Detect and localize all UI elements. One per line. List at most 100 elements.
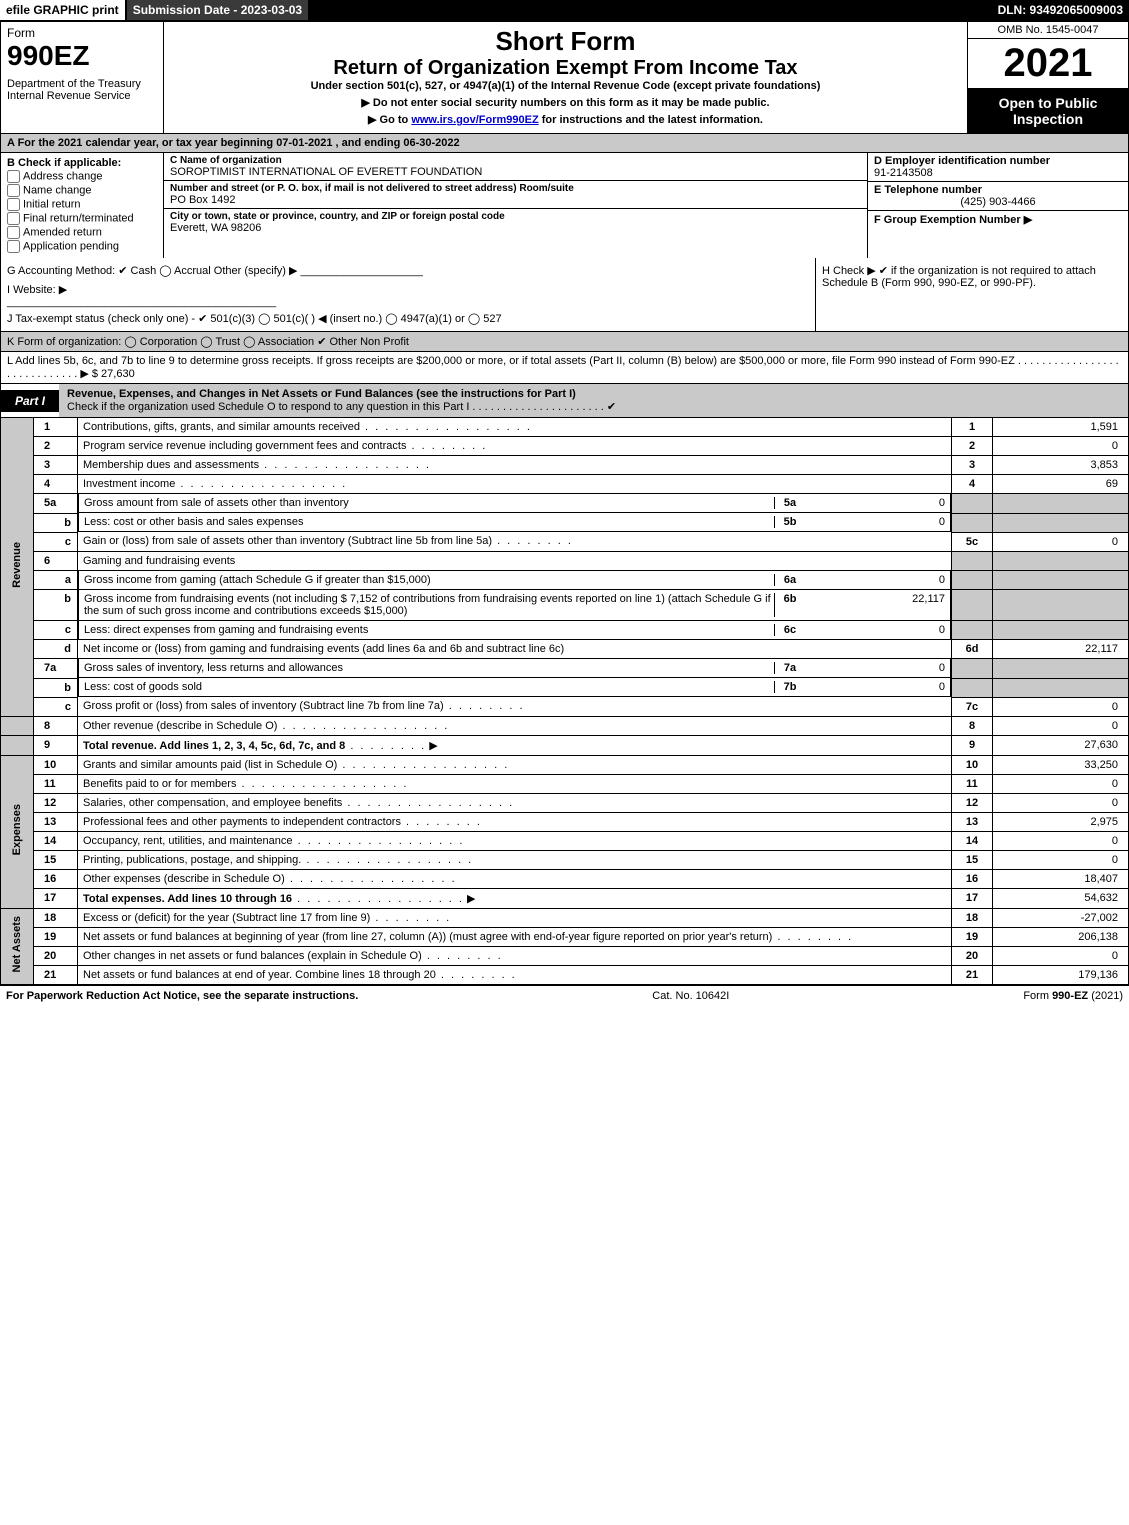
- line-h: H Check ▶ ✔ if the organization is not r…: [815, 258, 1128, 331]
- row-9-amt: 27,630: [993, 735, 1129, 755]
- header-left: Form 990EZ Department of the Treasury In…: [1, 22, 164, 133]
- row-13-desc: Professional fees and other payments to …: [83, 816, 401, 828]
- row-3-desc: Membership dues and assessments: [83, 459, 259, 471]
- line-k: K Form of organization: ◯ Corporation ◯ …: [0, 332, 1129, 352]
- row-5c-amt: 0: [993, 532, 1129, 551]
- page-footer: For Paperwork Reduction Act Notice, see …: [0, 985, 1129, 1006]
- row-7c-desc: Gross profit or (loss) from sales of inv…: [83, 700, 444, 712]
- row-4-desc: Investment income: [83, 478, 175, 490]
- e-phone-value: (425) 903-4466: [874, 196, 1122, 208]
- footer-formref: Form 990-EZ (2021): [1023, 990, 1123, 1002]
- c-org-name: SOROPTIMIST INTERNATIONAL OF EVERETT FOU…: [170, 166, 861, 178]
- row-14-desc: Occupancy, rent, utilities, and maintena…: [83, 835, 293, 847]
- c-org-city: Everett, WA 98206: [170, 222, 861, 234]
- row-7b-desc: Less: cost of goods sold: [84, 681, 774, 693]
- row-15-desc: Printing, publications, postage, and shi…: [83, 854, 301, 866]
- row-20-amt: 0: [993, 946, 1129, 965]
- row-1-desc: Contributions, gifts, grants, and simila…: [83, 421, 360, 433]
- row-7a-desc: Gross sales of inventory, less returns a…: [84, 662, 774, 674]
- row-2-amt: 0: [993, 437, 1129, 456]
- row-15-amt: 0: [993, 850, 1129, 869]
- c-org-addr: PO Box 1492: [170, 194, 861, 206]
- row-5b-mid: 0: [805, 516, 945, 528]
- row-8-amt: 0: [993, 716, 1129, 735]
- col-c-org-info: C Name of organization SOROPTIMIST INTER…: [164, 153, 868, 258]
- line-j: J Tax-exempt status (check only one) - ✔…: [7, 312, 809, 325]
- section-b-thru-f: B Check if applicable: Address change Na…: [0, 153, 1129, 258]
- submission-date: Submission Date - 2023-03-03: [127, 0, 310, 20]
- footer-left: For Paperwork Reduction Act Notice, see …: [6, 990, 358, 1002]
- footer-catno: Cat. No. 10642I: [652, 990, 729, 1002]
- row-2-desc: Program service revenue including govern…: [83, 440, 406, 452]
- part-i-label: Part I: [1, 390, 59, 412]
- header-center: Short Form Return of Organization Exempt…: [164, 22, 968, 133]
- chk-name-change[interactable]: Name change: [7, 184, 157, 197]
- goto-link: ▶ Go to www.irs.gov/Form990EZ for instru…: [170, 113, 961, 126]
- row-16-desc: Other expenses (describe in Schedule O): [83, 873, 285, 885]
- col-d-e-f: D Employer identification number 91-2143…: [868, 153, 1128, 258]
- row-12-amt: 0: [993, 793, 1129, 812]
- row-21-amt: 179,136: [993, 965, 1129, 984]
- form-label: Form: [7, 26, 157, 40]
- form-number: 990EZ: [7, 40, 157, 72]
- line-l: L Add lines 5b, 6c, and 7b to line 9 to …: [0, 352, 1129, 384]
- line-g: G Accounting Method: ✔ Cash ◯ Accrual Ot…: [1, 258, 815, 331]
- f-group-label: F Group Exemption Number ▶: [874, 213, 1122, 226]
- chk-address-change[interactable]: Address change: [7, 170, 157, 183]
- topbar-spacer: [310, 0, 991, 20]
- row-6b-mid: 22,117: [805, 593, 945, 617]
- form-990ez-page: efile GRAPHIC print Submission Date - 20…: [0, 0, 1129, 1006]
- row-11-amt: 0: [993, 774, 1129, 793]
- row-6d-desc: Net income or (loss) from gaming and fun…: [78, 640, 952, 659]
- return-title: Return of Organization Exempt From Incom…: [170, 57, 961, 80]
- row-14-amt: 0: [993, 831, 1129, 850]
- row-19-amt: 206,138: [993, 927, 1129, 946]
- chk-amended-return[interactable]: Amended return: [7, 226, 157, 239]
- d-ein-label: D Employer identification number: [874, 155, 1122, 167]
- row-13-amt: 2,975: [993, 812, 1129, 831]
- row-10-desc: Grants and similar amounts paid (list in…: [83, 759, 337, 771]
- header-right: OMB No. 1545-0047 2021 Open to Public In…: [968, 22, 1128, 133]
- part-i-header: Part I Revenue, Expenses, and Changes in…: [0, 384, 1129, 418]
- c-city-label: City or town, state or province, country…: [170, 211, 861, 222]
- irs-link[interactable]: www.irs.gov/Form990EZ: [411, 114, 538, 126]
- line-i: I Website: ▶: [7, 283, 809, 296]
- row-12-desc: Salaries, other compensation, and employ…: [83, 797, 342, 809]
- row-7b-mid: 0: [805, 681, 945, 693]
- row-17-desc: Total expenses. Add lines 10 through 16: [83, 893, 292, 905]
- chk-application-pending[interactable]: Application pending: [7, 240, 157, 253]
- row-21-desc: Net assets or fund balances at end of ye…: [83, 969, 436, 981]
- d-ein-value: 91-2143508: [874, 167, 1122, 179]
- row-18-desc: Excess or (deficit) for the year (Subtra…: [83, 912, 370, 924]
- revenue-table: Revenue 1Contributions, gifts, grants, a…: [0, 418, 1129, 985]
- department-label: Department of the Treasury Internal Reve…: [7, 78, 157, 102]
- row-6a-mid: 0: [805, 574, 945, 586]
- row-5c-desc: Gain or (loss) from sale of assets other…: [83, 535, 492, 547]
- c-name-label: C Name of organization: [170, 155, 861, 166]
- chk-final-return[interactable]: Final return/terminated: [7, 212, 157, 225]
- row-19-desc: Net assets or fund balances at beginning…: [83, 931, 772, 943]
- row-6b-desc: Gross income from fundraising events (no…: [84, 593, 774, 617]
- row-6-desc: Gaming and fundraising events: [78, 551, 952, 570]
- row-7c-amt: 0: [993, 697, 1129, 716]
- row-6a-desc: Gross income from gaming (attach Schedul…: [84, 574, 774, 586]
- sidelabel-net-assets: Net Assets: [1, 908, 34, 984]
- row-5b-desc: Less: cost or other basis and sales expe…: [84, 516, 774, 528]
- row-18-amt: -27,002: [993, 908, 1129, 927]
- warn-ssn: ▶ Do not enter social security numbers o…: [170, 96, 961, 109]
- row-17-amt: 54,632: [993, 888, 1129, 908]
- chk-initial-return[interactable]: Initial return: [7, 198, 157, 211]
- sidelabel-revenue: Revenue: [1, 418, 34, 716]
- row-5a-mid: 0: [805, 497, 945, 509]
- return-subtitle: Under section 501(c), 527, or 4947(a)(1)…: [170, 80, 961, 92]
- row-9-desc: Total revenue. Add lines 1, 2, 3, 4, 5c,…: [83, 740, 345, 752]
- part-i-check: Check if the organization used Schedule …: [67, 401, 616, 413]
- row-6c-mid: 0: [805, 624, 945, 636]
- part-i-title: Revenue, Expenses, and Changes in Net As…: [59, 384, 1128, 417]
- line-a-tax-year: A For the 2021 calendar year, or tax yea…: [0, 134, 1129, 153]
- row-6c-desc: Less: direct expenses from gaming and fu…: [84, 624, 774, 636]
- row-20-desc: Other changes in net assets or fund bala…: [83, 950, 422, 962]
- row-4-amt: 69: [993, 475, 1129, 494]
- row-10-amt: 33,250: [993, 755, 1129, 774]
- top-bar: efile GRAPHIC print Submission Date - 20…: [0, 0, 1129, 21]
